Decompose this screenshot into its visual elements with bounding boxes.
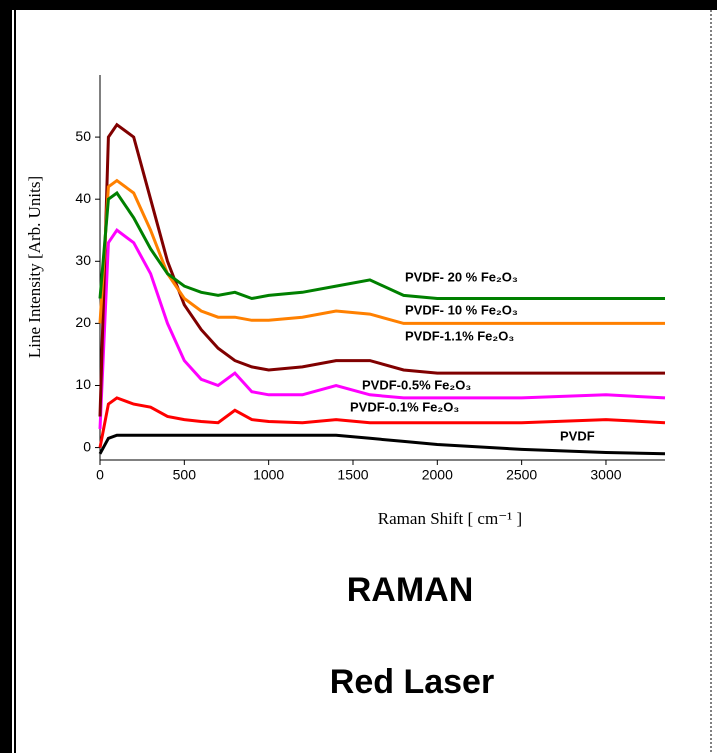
chart-title: RAMAN (347, 571, 474, 609)
y-tick-label: 30 (75, 252, 91, 268)
x-tick-label: 500 (173, 467, 197, 483)
series-label: PVDF (560, 428, 595, 443)
x-tick-label: 1000 (253, 467, 284, 483)
series-line (98, 122, 665, 417)
series-line (98, 178, 665, 325)
series-line (98, 433, 666, 456)
frame-bar (0, 0, 717, 10)
y-tick-label: 20 (75, 314, 91, 330)
x-axis-label: Raman Shift [ cm⁻¹ ] (378, 509, 522, 528)
x-tick-label: 3000 (590, 467, 621, 483)
y-tick-label: 50 (75, 128, 91, 144)
y-tick-label: 0 (83, 438, 91, 454)
series-label: PVDF-0.1% Fe₂O₃ (350, 399, 459, 414)
series-line (98, 228, 666, 430)
series-label: PVDF- 10 % Fe₂O₃ (405, 302, 518, 317)
frame-bar (0, 0, 12, 753)
y-axis-label: Line Intensity [Arb. Units] (25, 176, 44, 358)
series-label: PVDF- 20 % Fe₂O₃ (405, 269, 518, 284)
y-tick-label: 10 (75, 376, 91, 392)
y-tick-label: 40 (75, 190, 91, 206)
series-line (98, 396, 666, 448)
series-label: PVDF-1.1% Fe₂O₃ (405, 328, 514, 343)
series-line (98, 190, 665, 301)
chart-subtitle: Red Laser (330, 663, 494, 701)
x-tick-label: 1500 (337, 467, 368, 483)
x-tick-label: 0 (96, 467, 104, 483)
x-tick-label: 2000 (422, 467, 453, 483)
series-label: PVDF-0.5% Fe₂O₃ (362, 377, 471, 392)
x-tick-label: 2500 (506, 467, 537, 483)
